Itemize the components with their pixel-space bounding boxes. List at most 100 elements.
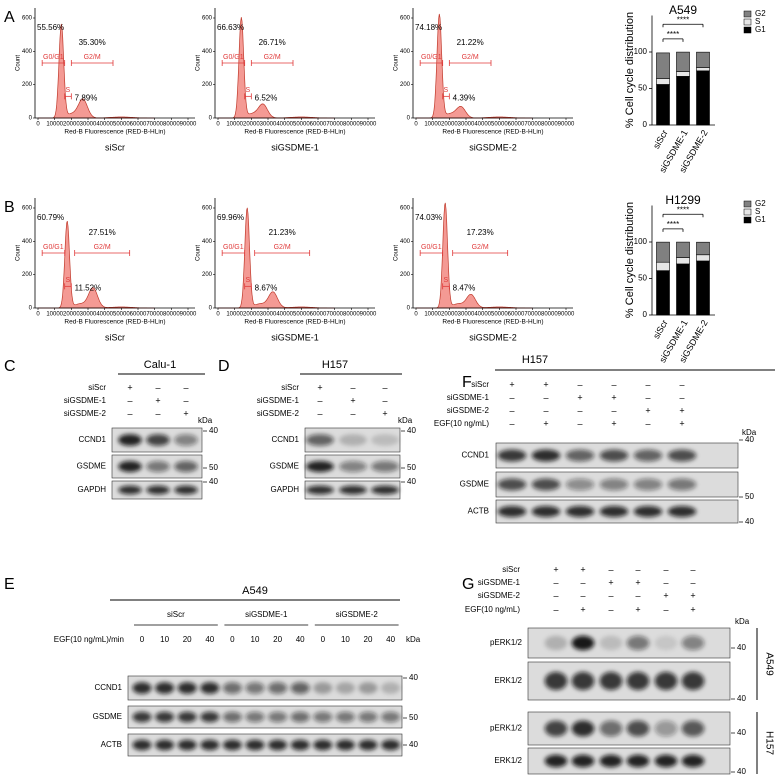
band-label: CCND1 xyxy=(94,683,122,692)
blot-band xyxy=(571,754,595,768)
blot-band xyxy=(371,434,399,446)
bar-segment xyxy=(656,261,670,271)
x-tick-label: 50000 xyxy=(113,122,130,128)
x-tick-label: 30000 xyxy=(260,122,277,128)
time-label: 40 xyxy=(386,635,395,644)
blot-band xyxy=(118,434,142,446)
blot-band xyxy=(339,460,367,473)
sign: + xyxy=(509,379,514,389)
band-label: GAPDH xyxy=(78,485,107,494)
g2-percent: 27.51% xyxy=(89,228,116,237)
sign: – xyxy=(543,392,548,402)
bar-segment xyxy=(676,263,690,316)
blot-band xyxy=(681,671,705,691)
y-tick-label: 200 xyxy=(22,272,33,278)
sign: + xyxy=(580,564,585,574)
bar-segment xyxy=(696,241,710,256)
sample-label: siGSDME-2 xyxy=(469,332,517,342)
sign: – xyxy=(382,382,387,392)
kda-marker: 40 xyxy=(737,767,746,776)
legend-swatch xyxy=(743,26,752,34)
condition-label: EGF(10 ng/mL) xyxy=(465,605,520,614)
blot-band xyxy=(633,505,663,518)
bar-segment xyxy=(676,241,690,258)
sign: – xyxy=(608,604,613,614)
group-label: siGSDME-2 xyxy=(336,610,379,619)
legend-swatch xyxy=(743,18,752,26)
time-label: 10 xyxy=(251,635,260,644)
sign: – xyxy=(382,395,387,405)
blot-band xyxy=(245,739,265,751)
g2-percent: 26.71% xyxy=(259,38,286,47)
sign: – xyxy=(611,379,616,389)
sign: – xyxy=(608,590,613,600)
legend-swatch xyxy=(743,208,752,216)
blot-band xyxy=(381,711,401,723)
y-tick-label: 50 xyxy=(638,274,647,283)
x-tick-label: 20000 xyxy=(63,122,80,128)
x-tick-label: 70000 xyxy=(326,122,343,128)
gate-label: G0/G1 xyxy=(421,244,442,251)
gate-label: G0/G1 xyxy=(43,54,64,61)
band-label: GSDME xyxy=(77,462,106,471)
sign: – xyxy=(635,590,640,600)
blot-band xyxy=(381,682,401,694)
bar-segment xyxy=(676,51,690,72)
y-tick-label: 600 xyxy=(22,206,33,212)
bar-segment xyxy=(656,52,670,79)
sign: – xyxy=(127,408,132,418)
blot-band xyxy=(531,505,561,518)
y-tick-label: 200 xyxy=(22,82,33,88)
y-tick-label: 200 xyxy=(400,272,411,278)
y-tick-label: 0 xyxy=(407,306,411,312)
band-label: CCND1 xyxy=(271,435,299,444)
y-tick-label: 400 xyxy=(400,49,411,55)
blot-band xyxy=(313,739,333,751)
sign: + xyxy=(690,604,695,614)
sign: + xyxy=(577,392,582,402)
x-tick-label: siScr xyxy=(651,128,670,150)
bar-segment xyxy=(656,241,670,263)
s-percent: 8.47% xyxy=(453,283,476,292)
g2-percent: 21.23% xyxy=(269,228,296,237)
sign: – xyxy=(155,408,160,418)
blot-band xyxy=(626,754,650,768)
x-axis-label: Red-B Fluorescence (RED-B-HLin) xyxy=(442,319,543,326)
x-tick-label: 20000 xyxy=(441,312,458,318)
blot-band xyxy=(339,485,367,495)
blot-band xyxy=(132,711,152,723)
blot-band xyxy=(200,682,220,694)
y-tick-label: 50 xyxy=(638,84,647,93)
x-tick-label: 80000 xyxy=(343,312,360,318)
blot-band xyxy=(146,485,170,495)
blot-band xyxy=(497,505,527,518)
x-tick-label: 90000 xyxy=(558,122,575,128)
band-label: ACTB xyxy=(101,740,122,749)
x-tick-label: 40000 xyxy=(474,312,491,318)
x-tick-label: 70000 xyxy=(326,312,343,318)
blot-band xyxy=(667,449,697,462)
blot-band xyxy=(118,485,142,495)
blot-band xyxy=(571,720,595,737)
x-tick-label: 60000 xyxy=(508,122,525,128)
gate-label: G0/G1 xyxy=(421,54,442,61)
x-tick-label: 50000 xyxy=(113,312,130,318)
condition-label: siGSDME-2 xyxy=(257,409,300,418)
gate-label: G0/G1 xyxy=(223,54,244,61)
blot-band xyxy=(497,449,527,462)
legend-label: G2 xyxy=(755,199,766,208)
s-percent: 6.52% xyxy=(255,93,278,102)
gate-label: S xyxy=(246,87,251,94)
time-label: 0 xyxy=(140,635,145,644)
y-tick-label: 0 xyxy=(209,116,213,122)
blot-band xyxy=(599,449,629,462)
x-tick-label: 90000 xyxy=(360,122,377,128)
blot-title: Calu-1 xyxy=(144,359,176,371)
blot-band xyxy=(599,478,629,491)
x-tick-label: 50000 xyxy=(491,312,508,318)
blot-band xyxy=(155,682,175,694)
sign: – xyxy=(350,408,355,418)
y-tick-label: 600 xyxy=(22,16,33,22)
blot-band xyxy=(177,682,197,694)
